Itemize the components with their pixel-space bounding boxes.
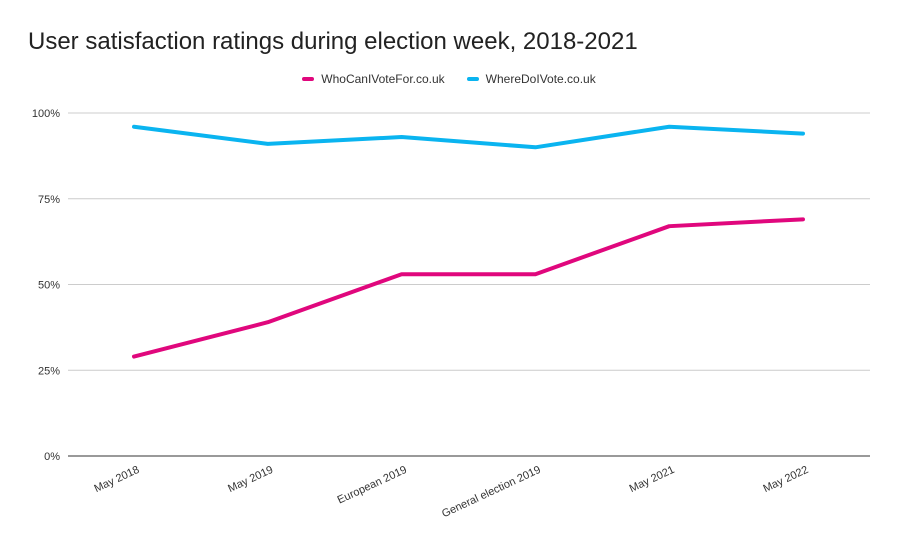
y-tick-label: 100% [32, 108, 60, 120]
legend-item-wheredoivote: WhereDoIVote.co.uk [466, 72, 596, 86]
legend-label-wheredoivote: WhereDoIVote.co.uk [485, 72, 596, 86]
y-tick-label: 75% [38, 194, 60, 206]
y-tick-label: 25% [38, 365, 60, 377]
gridlines [68, 112, 870, 457]
x-tick-label: European 2019 [336, 464, 409, 507]
series-line-wheredoivote [132, 124, 805, 150]
legend-swatch-wheredoivote [466, 77, 479, 81]
y-axis-tick-labels: 0% 25% 50% 75% 100% [32, 108, 60, 463]
x-tick-label: May 2021 [628, 464, 677, 495]
y-tick-label: 0% [44, 451, 60, 463]
x-tick-label: May 2018 [92, 464, 141, 495]
legend-item-whocanivotefor: WhoCanIVoteFor.co.uk [302, 72, 445, 86]
legend-label-whocanivotefor: WhoCanIVoteFor.co.uk [321, 72, 445, 86]
x-axis-tick-labels: May 2018 May 2019 European 2019 General ele… [92, 464, 810, 520]
series-line-whocanivotefor [132, 217, 805, 359]
chart-title: User satisfaction ratings during electio… [28, 28, 638, 55]
legend-swatch-whocanivotefor [302, 77, 315, 81]
series-lines [132, 124, 805, 359]
x-tick-label: May 2019 [226, 464, 275, 495]
y-tick-label: 50% [38, 280, 60, 292]
x-tick-label: May 2022 [761, 464, 810, 495]
legend: WhoCanIVoteFor.co.uk WhereDoIVote.co.uk [0, 72, 898, 86]
x-tick-label: General election 2019 [440, 464, 543, 520]
